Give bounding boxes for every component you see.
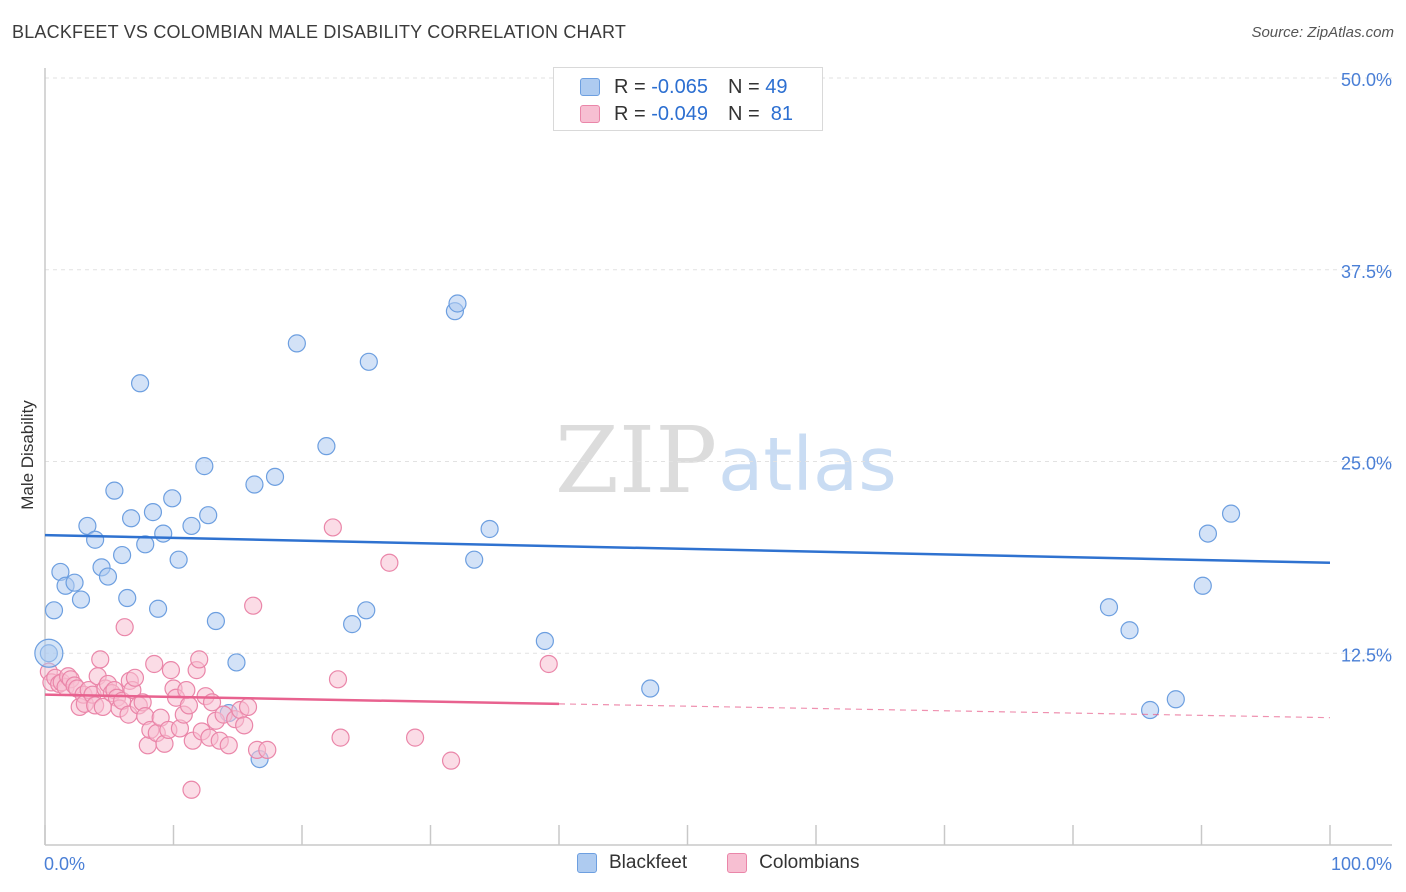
colombian-point (258, 740, 277, 759)
blackfeet-point (465, 550, 484, 569)
blackfeet-point (86, 530, 105, 549)
y-tick-label: 12.5% (1341, 645, 1392, 665)
blackfeet-point (78, 516, 97, 536)
series-legend-label: Blackfeet (609, 852, 688, 873)
colombian-point (441, 751, 461, 770)
y-axis-label: Male Disability (18, 400, 37, 510)
blackfeet-point (1099, 598, 1119, 617)
blackfeet-point (1193, 576, 1212, 595)
colombian-point (91, 650, 110, 669)
colombian-point (115, 618, 134, 637)
colombian-point (235, 716, 254, 735)
blackfeet-point (199, 506, 218, 525)
source-label: Source: ZipAtlas.com (1251, 24, 1394, 41)
blackfeet-point (65, 573, 84, 592)
colombian-point (125, 668, 145, 687)
colombian-point (182, 780, 201, 799)
blackfeet-point (1140, 700, 1160, 720)
colombian-point (238, 697, 258, 717)
x-tick-label: 0.0% (44, 854, 85, 874)
blackfeet-point (169, 550, 188, 569)
legend-r-value: -0.065 (651, 75, 708, 98)
blackfeet-point (265, 467, 285, 486)
blackfeet-point (317, 437, 336, 456)
series-legend-label: Colombians (759, 852, 860, 873)
series-legend: Blackfeet Colombians (577, 852, 899, 874)
correlation-legend: R = -0.065 N = 49 R = -0.049 N = 81 (553, 67, 823, 131)
blackfeet-point (535, 631, 554, 651)
colombian-point (179, 696, 199, 715)
blackfeet-point (1198, 524, 1218, 543)
legend-row-blackfeet: R = -0.065 N = 49 (580, 74, 787, 100)
blackfeet-point (121, 509, 141, 528)
colombian-point (331, 728, 350, 747)
colombian-swatch (727, 853, 748, 873)
y-tick-label: 37.5% (1341, 262, 1392, 282)
colombian-trend-line (44, 693, 560, 706)
x-tick-label: 100.0% (1331, 854, 1392, 874)
colombian-trend-extension (558, 703, 1331, 719)
legend-r-value: -0.049 (651, 102, 708, 125)
series-legend-colombians: Colombians (727, 852, 859, 874)
chart-title: BLACKFEET VS COLOMBIAN MALE DISABILITY C… (12, 22, 627, 42)
watermark-zip: ZIP (555, 407, 717, 514)
blackfeet-point (359, 352, 378, 371)
blackfeet-point (641, 679, 660, 698)
legend-r-label: R = (614, 102, 646, 125)
blackfeet-point (118, 588, 137, 608)
colombian-point (219, 736, 238, 755)
colombian-swatch (580, 105, 600, 123)
legend-n-value: 81 (770, 102, 794, 125)
watermark-atlas: atlas (718, 422, 897, 508)
colombian-point (323, 518, 342, 537)
legend-n-value: 49 (765, 75, 788, 98)
blackfeet-point (448, 294, 467, 313)
legend-n-label: N = (727, 75, 760, 98)
blackfeet-point (112, 545, 132, 565)
series-legend-blackfeet: Blackfeet (577, 852, 687, 874)
blackfeet-point (206, 611, 226, 631)
blackfeet-point (245, 475, 264, 494)
blackfeet-point (1221, 504, 1241, 523)
legend-r-label: R = (614, 75, 646, 98)
colombian-point (539, 654, 558, 674)
blackfeet-point (143, 503, 163, 522)
blackfeet-point (343, 615, 362, 634)
blackfeet-point (44, 601, 64, 620)
legend-n-label: N = (727, 102, 760, 125)
blackfeet-point (1120, 621, 1139, 640)
blackfeet-point (357, 601, 376, 620)
blackfeet-point (182, 516, 201, 536)
y-tick-label: 50.0% (1341, 70, 1392, 90)
colombian-point (244, 596, 263, 615)
blackfeet-trend-line (44, 533, 1331, 564)
blackfeet-point (148, 599, 168, 618)
blackfeet-point (34, 638, 64, 668)
blackfeet-point (71, 590, 91, 609)
colombian-point (405, 728, 425, 747)
blackfeet-point (480, 519, 499, 539)
blackfeet-point (130, 374, 150, 393)
blackfeet-point (195, 457, 214, 476)
blackfeet-point (154, 524, 173, 543)
blackfeet-swatch (577, 853, 597, 873)
blackfeet-point (105, 481, 124, 500)
blackfeet-swatch (580, 78, 600, 96)
colombian-point (328, 670, 348, 689)
colombian-point (190, 650, 209, 669)
colombian-point (380, 553, 399, 572)
blackfeet-point (1166, 690, 1185, 709)
legend-row-colombians: R = -0.049 N = 81 (580, 101, 793, 127)
blackfeet-point (287, 334, 306, 353)
blackfeet-point (98, 567, 118, 586)
colombian-point (161, 661, 181, 680)
blackfeet-point (136, 535, 155, 554)
y-tick-label: 25.0% (1341, 454, 1392, 474)
blackfeet-point (227, 653, 246, 672)
blackfeet-point (163, 489, 182, 508)
colombian-point (145, 654, 164, 674)
